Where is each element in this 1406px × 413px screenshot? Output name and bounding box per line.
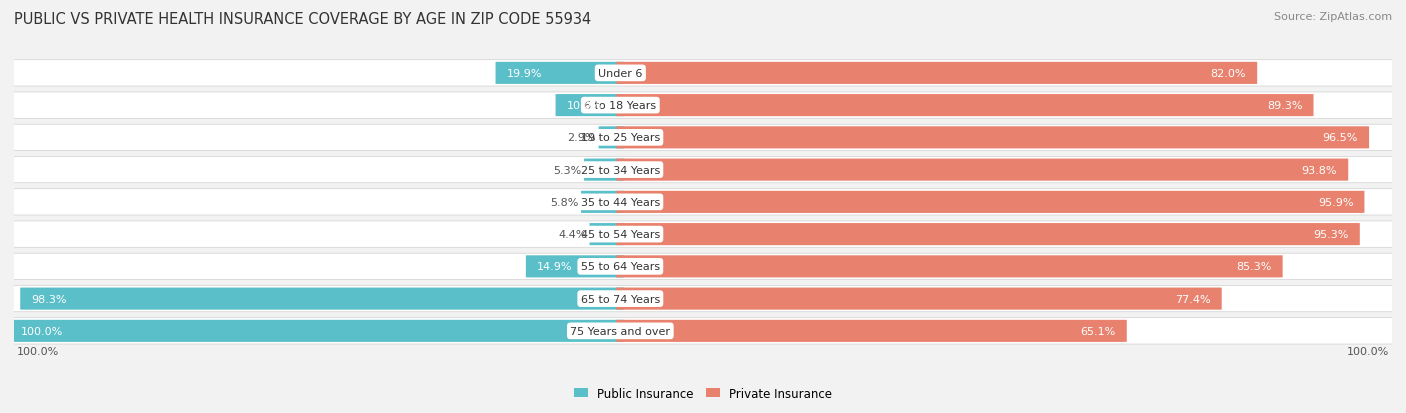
FancyBboxPatch shape xyxy=(583,159,624,181)
Text: 100.0%: 100.0% xyxy=(1347,346,1389,356)
Text: 35 to 44 Years: 35 to 44 Years xyxy=(581,197,659,207)
Text: 82.0%: 82.0% xyxy=(1211,69,1246,78)
Text: 55 to 64 Years: 55 to 64 Years xyxy=(581,262,659,272)
Text: 2.9%: 2.9% xyxy=(568,133,596,143)
Text: 100.0%: 100.0% xyxy=(21,326,63,336)
FancyBboxPatch shape xyxy=(6,61,1400,87)
Text: 77.4%: 77.4% xyxy=(1175,294,1211,304)
FancyBboxPatch shape xyxy=(6,221,1400,248)
FancyBboxPatch shape xyxy=(6,254,1400,280)
Text: 5.8%: 5.8% xyxy=(550,197,578,207)
Text: 100.0%: 100.0% xyxy=(17,346,59,356)
FancyBboxPatch shape xyxy=(6,93,1400,119)
Text: 4.4%: 4.4% xyxy=(558,230,586,240)
Text: 75 Years and over: 75 Years and over xyxy=(571,326,671,336)
Text: Under 6: Under 6 xyxy=(598,69,643,78)
Text: 95.3%: 95.3% xyxy=(1313,230,1348,240)
Text: Source: ZipAtlas.com: Source: ZipAtlas.com xyxy=(1274,12,1392,22)
Text: 45 to 54 Years: 45 to 54 Years xyxy=(581,230,659,240)
FancyBboxPatch shape xyxy=(6,189,1400,216)
FancyBboxPatch shape xyxy=(20,288,624,310)
FancyBboxPatch shape xyxy=(616,159,1348,181)
Text: 19 to 25 Years: 19 to 25 Years xyxy=(581,133,659,143)
FancyBboxPatch shape xyxy=(589,223,624,246)
FancyBboxPatch shape xyxy=(616,95,1313,117)
Text: 98.3%: 98.3% xyxy=(31,294,66,304)
Text: 95.9%: 95.9% xyxy=(1317,197,1354,207)
FancyBboxPatch shape xyxy=(616,320,1126,342)
FancyBboxPatch shape xyxy=(616,191,1364,214)
Text: 93.8%: 93.8% xyxy=(1302,165,1337,175)
Text: 19.9%: 19.9% xyxy=(506,69,543,78)
FancyBboxPatch shape xyxy=(526,256,624,278)
Legend: Public Insurance, Private Insurance: Public Insurance, Private Insurance xyxy=(569,382,837,404)
FancyBboxPatch shape xyxy=(581,191,624,214)
FancyBboxPatch shape xyxy=(6,286,1400,312)
Text: 25 to 34 Years: 25 to 34 Years xyxy=(581,165,659,175)
Text: 65 to 74 Years: 65 to 74 Years xyxy=(581,294,659,304)
Text: 10.0%: 10.0% xyxy=(567,101,602,111)
FancyBboxPatch shape xyxy=(555,95,624,117)
FancyBboxPatch shape xyxy=(6,157,1400,183)
FancyBboxPatch shape xyxy=(616,223,1360,246)
FancyBboxPatch shape xyxy=(616,63,1257,85)
FancyBboxPatch shape xyxy=(616,288,1222,310)
Text: 85.3%: 85.3% xyxy=(1236,262,1271,272)
Text: 65.1%: 65.1% xyxy=(1080,326,1116,336)
FancyBboxPatch shape xyxy=(6,318,1400,344)
Text: 6 to 18 Years: 6 to 18 Years xyxy=(585,101,657,111)
Text: 96.5%: 96.5% xyxy=(1323,133,1358,143)
FancyBboxPatch shape xyxy=(616,256,1282,278)
FancyBboxPatch shape xyxy=(6,125,1400,151)
Text: 5.3%: 5.3% xyxy=(553,165,581,175)
FancyBboxPatch shape xyxy=(10,320,624,342)
Text: 14.9%: 14.9% xyxy=(537,262,572,272)
FancyBboxPatch shape xyxy=(599,127,624,149)
FancyBboxPatch shape xyxy=(616,127,1369,149)
Text: PUBLIC VS PRIVATE HEALTH INSURANCE COVERAGE BY AGE IN ZIP CODE 55934: PUBLIC VS PRIVATE HEALTH INSURANCE COVER… xyxy=(14,12,592,27)
FancyBboxPatch shape xyxy=(495,63,624,85)
Text: 89.3%: 89.3% xyxy=(1267,101,1302,111)
